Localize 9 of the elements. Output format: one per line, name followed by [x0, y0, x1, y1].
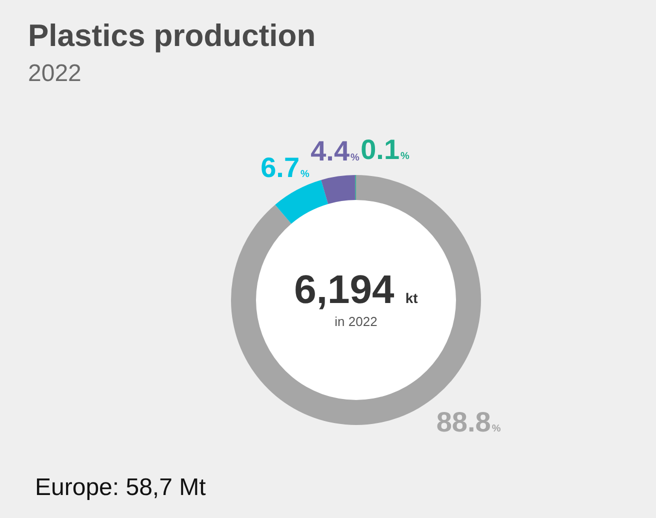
data-label: 0.1% — [360, 134, 410, 165]
data-label: 88.8% — [436, 406, 501, 438]
text: 6,194 kt — [293, 268, 419, 313]
data-label: 4.4% — [310, 136, 360, 167]
text: in 2022 — [334, 314, 378, 329]
chart-title: Plastics production — [28, 18, 316, 54]
chart-subtitle: 2022 — [28, 60, 82, 88]
text: Europe: 58,7 Mt — [35, 474, 206, 502]
data-label: 6.7% — [260, 152, 310, 183]
